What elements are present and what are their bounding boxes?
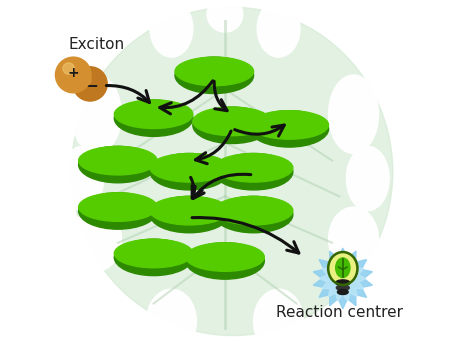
Ellipse shape [338,290,348,295]
Ellipse shape [328,207,378,271]
Ellipse shape [214,154,293,182]
Ellipse shape [150,154,229,182]
Circle shape [81,75,91,85]
Circle shape [63,63,74,74]
Text: Reaction centrer: Reaction centrer [276,305,403,320]
Ellipse shape [214,196,293,225]
Ellipse shape [79,193,157,229]
Ellipse shape [328,75,378,154]
Ellipse shape [186,243,264,271]
Ellipse shape [336,280,350,286]
Ellipse shape [79,193,157,221]
Ellipse shape [61,146,104,211]
Ellipse shape [72,7,393,336]
Ellipse shape [146,289,197,353]
Ellipse shape [175,57,253,86]
Ellipse shape [150,196,229,225]
Ellipse shape [114,100,193,136]
Ellipse shape [79,146,157,175]
Ellipse shape [150,154,229,190]
Ellipse shape [150,0,193,57]
Ellipse shape [214,196,293,233]
Ellipse shape [253,289,304,353]
Ellipse shape [72,75,122,154]
Circle shape [73,67,107,101]
Ellipse shape [250,111,328,139]
Ellipse shape [193,107,271,136]
Ellipse shape [346,146,389,211]
Polygon shape [320,256,366,301]
Ellipse shape [328,252,357,285]
Ellipse shape [114,100,193,129]
Ellipse shape [337,285,349,291]
Text: −: − [84,76,98,94]
Ellipse shape [175,57,253,94]
Ellipse shape [214,154,293,190]
Text: +: + [68,66,79,80]
Ellipse shape [186,243,264,279]
Ellipse shape [193,107,271,144]
Circle shape [55,57,91,93]
Ellipse shape [79,146,157,183]
Ellipse shape [150,196,229,233]
Ellipse shape [336,258,350,278]
Ellipse shape [114,239,193,268]
Ellipse shape [114,239,193,276]
Ellipse shape [72,207,122,271]
Ellipse shape [250,111,328,147]
Polygon shape [313,248,373,309]
Ellipse shape [207,0,243,32]
Text: Exciton: Exciton [68,37,125,52]
Ellipse shape [257,0,300,57]
